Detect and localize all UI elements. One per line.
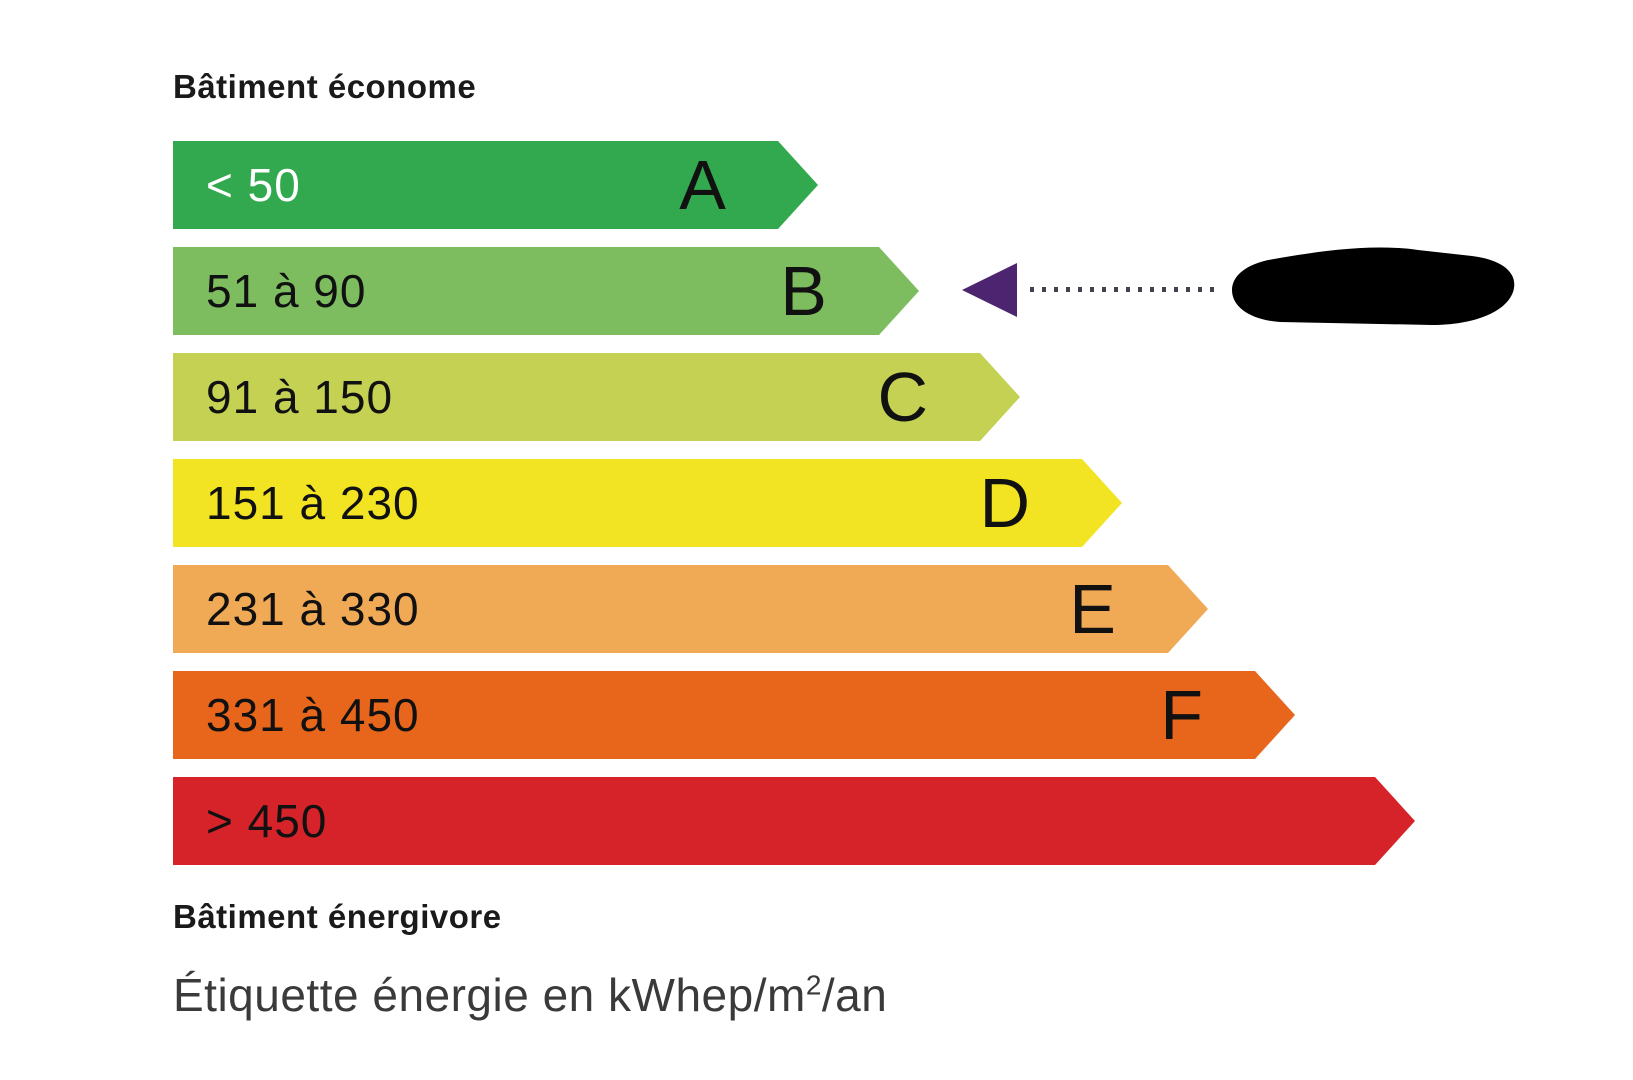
grade-letter: D [979, 464, 1030, 542]
range-label: 91 à 150 [206, 371, 394, 423]
range-label: 231 à 330 [206, 583, 420, 635]
energy-bar-d: 151 à 230 D [173, 459, 1122, 547]
energy-row: 151 à 230 D [173, 459, 1415, 547]
range-label: 51 à 90 [206, 265, 367, 317]
energy-row: 51 à 90 B [173, 247, 1415, 335]
energy-bar-c: 91 à 150 C [173, 353, 1020, 441]
energy-scale: < 50 A 51 à 90 B 91 à 150 C 151 à 230 D … [173, 141, 1415, 883]
range-label: 331 à 450 [206, 689, 420, 741]
energy-bar-a: < 50 A [173, 141, 818, 229]
range-label: 151 à 230 [206, 477, 420, 529]
energy-label-caption: Étiquette énergie en kWhep/m2/an [173, 968, 887, 1022]
redacted-value-blob [1232, 247, 1515, 325]
indicator-dotted-line [1030, 287, 1222, 292]
caption-suffix: /an [821, 969, 888, 1021]
redaction-shape [1232, 247, 1515, 325]
grade-letter: C [877, 358, 928, 436]
caption-text: Étiquette énergie en kWhep/m [173, 969, 806, 1021]
energy-bar-g: > 450 [173, 777, 1415, 865]
energy-bar-f: 331 à 450 F [173, 671, 1295, 759]
energy-row: 331 à 450 F [173, 671, 1415, 759]
economical-building-label: Bâtiment économe [173, 68, 477, 105]
range-label: > 450 [206, 795, 328, 847]
energy-row: < 50 A [173, 141, 1415, 229]
caption-superscript: 2 [805, 969, 822, 1001]
grade-letter: F [1160, 676, 1203, 754]
grade-letter: B [780, 252, 827, 330]
energy-row: 231 à 330 E [173, 565, 1415, 653]
energy-intensive-building-label: Bâtiment énergivore [173, 898, 502, 935]
energy-bar-b: 51 à 90 B [173, 247, 919, 335]
grade-letter: A [679, 146, 726, 224]
grade-letter: E [1069, 570, 1116, 648]
energy-bar-e: 231 à 330 E [173, 565, 1208, 653]
energy-row: > 450 [173, 777, 1415, 865]
energy-row: 91 à 150 C [173, 353, 1415, 441]
range-label: < 50 [206, 159, 301, 211]
indicator-arrow-icon [962, 263, 1017, 317]
